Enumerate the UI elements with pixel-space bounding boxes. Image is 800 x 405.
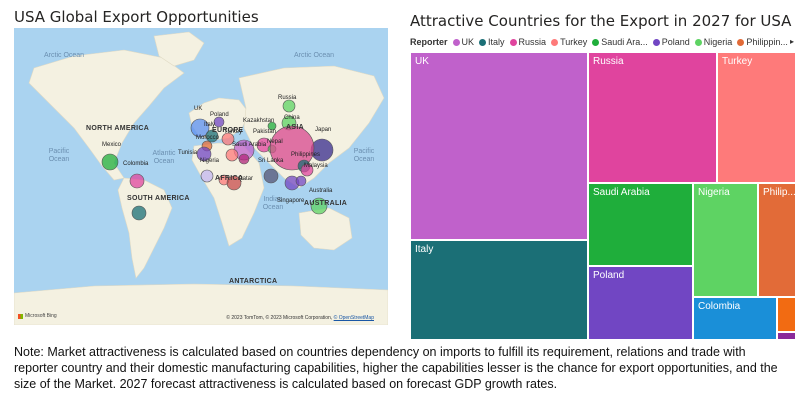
country-label-poland: Poland — [210, 112, 229, 118]
legend-dot-icon — [737, 38, 745, 46]
bubble-brazil — [131, 205, 147, 221]
bubble-italy — [205, 129, 219, 143]
region-africa: AFRICA — [215, 175, 244, 182]
map-title: USA Global Export Opportunities — [14, 8, 259, 26]
country-label-kazakhstan: Kazakhstan — [243, 118, 275, 124]
country-label-morocco: Morocco — [196, 135, 220, 141]
legend-dot-icon — [652, 38, 660, 46]
legend-dot-icon — [509, 38, 517, 46]
legend-label: Reporter — [410, 37, 448, 47]
treemap-cell-small-1[interactable] — [777, 297, 796, 332]
treemap: UK Italy Russia Turkey Saudi Arabia Pola… — [410, 52, 796, 340]
treemap-cell-turkey[interactable]: Turkey — [717, 52, 796, 183]
country-label-china: China — [284, 115, 300, 121]
bubble-layer — [101, 99, 334, 221]
ocean-label-pacific-right: Pacific Ocean — [353, 148, 375, 163]
treemap-cell-poland[interactable]: Poland — [588, 266, 693, 340]
land-australia — [298, 207, 353, 251]
treemap-legend: Reporter UK Italy Russia Turkey Saudi Ar… — [410, 35, 796, 49]
region-north-america: NORTH AMERICA — [86, 125, 150, 132]
legend-item-philippines[interactable]: Philippin... — [737, 37, 788, 47]
bubble-nigeria — [200, 169, 214, 183]
bubble-mid-east-2 — [225, 148, 239, 162]
country-label-philippines: Philippines — [291, 152, 321, 158]
region-europe: EUROPE — [212, 127, 244, 134]
treemap-cell-saudi-arabia[interactable]: Saudi Arabia — [588, 183, 693, 266]
country-label-colombia: Colombia — [123, 161, 149, 167]
ocean-label-arctic-right: Arctic Ocean — [294, 52, 335, 59]
legend-item-saudi-arabia[interactable]: Saudi Ara... — [592, 37, 648, 47]
treemap-cell-russia[interactable]: Russia — [588, 52, 717, 183]
treemap-cell-small-2[interactable] — [777, 332, 796, 340]
country-label-sri-lanka: Sri Lanka — [258, 158, 284, 164]
bubble-mexico — [101, 153, 119, 171]
openstreetmap-link[interactable]: © OpenStreetMap — [333, 315, 374, 321]
legend-item-nigeria[interactable]: Nigeria — [694, 37, 732, 47]
ocean-label-indian: Indian Ocean — [262, 196, 284, 211]
treemap-cell-italy[interactable]: Italy — [410, 240, 588, 340]
land-antarctica — [14, 283, 388, 325]
bubble-colombia — [129, 173, 145, 189]
bubble-australia — [310, 197, 328, 215]
country-label-japan: Japan — [315, 127, 332, 133]
microsoft-logo-icon — [18, 313, 23, 319]
treemap-cell-nigeria[interactable]: Nigeria — [693, 183, 758, 297]
legend-dot-icon — [479, 38, 487, 46]
map-land-layer — [14, 31, 388, 325]
ocean-label-arctic-left: Arctic Ocean — [44, 52, 85, 59]
bing-logo: Microsoft Bing — [18, 313, 57, 319]
country-label-nepal: Nepal — [267, 139, 283, 145]
legend-item-italy[interactable]: Italy — [479, 37, 505, 47]
country-label-australia: Australia — [309, 188, 333, 194]
country-label-pakistan: Pakistan — [253, 129, 277, 135]
bubble-poland — [213, 116, 225, 128]
bubble-mid-east-3 — [238, 153, 250, 165]
country-label-qatar: Qatar — [238, 176, 254, 182]
footnote: Note: Market attractiveness is calculate… — [14, 345, 778, 391]
treemap-cell-philippines[interactable]: Philip... — [758, 183, 796, 297]
bubble-kazakhstan — [267, 121, 277, 131]
country-label-turkey: Turkey — [224, 129, 243, 135]
legend-item-russia[interactable]: Russia — [509, 37, 546, 47]
ocean-label-pacific-left: Pacific Ocean — [48, 148, 70, 163]
legend-item-turkey[interactable]: Turkey — [551, 37, 587, 47]
country-label-mexico: Mexico — [102, 142, 122, 148]
ocean-label-atlantic: Atlantic Ocean — [152, 150, 176, 165]
bubble-uk — [190, 118, 210, 138]
legend-item-uk[interactable]: UK — [452, 37, 474, 47]
legend-dot-icon — [551, 38, 559, 46]
region-south-america: SOUTH AMERICA — [127, 195, 190, 202]
region-australia: AUSTRALIA — [304, 200, 348, 207]
country-label-saudi-arabia: Saudi Arabia — [232, 142, 267, 148]
treemap-cell-colombia[interactable]: Colombia — [693, 297, 777, 340]
country-label-russia: Russia — [278, 95, 297, 101]
land-south-america — [117, 177, 173, 279]
bubble-russia — [282, 99, 296, 113]
legend-next-caret-icon[interactable]: ▸ — [789, 37, 794, 46]
country-label-tunisia: Tunisia — [178, 150, 198, 156]
bubble-qatar — [226, 175, 242, 191]
bubble-sri-lanka — [263, 168, 279, 184]
bubble-tunisia — [196, 146, 212, 162]
country-label-singapore: Singapore — [277, 198, 305, 204]
bubble-malaysia-2 — [295, 175, 307, 187]
country-label-italy: Italy — [204, 122, 216, 128]
bubble-singapore — [300, 163, 314, 177]
country-label-uk: UK — [194, 106, 203, 112]
region-asia: ASIA — [286, 124, 304, 131]
country-label-malaysia: Malaysia — [304, 163, 328, 169]
country-label-nigeria: Nigeria — [200, 158, 220, 164]
map-copyright: © 2023 TomTom, © 2023 Microsoft Corporat… — [226, 315, 374, 321]
bubble-turkey — [221, 132, 235, 146]
bubble-asia-large — [269, 125, 315, 171]
land-greenland — [153, 31, 205, 67]
treemap-title: Attractive Countries for the Export in 2… — [410, 12, 792, 30]
legend-dot-icon — [452, 38, 460, 46]
legend-dot-icon — [592, 38, 600, 46]
legend-item-poland[interactable]: Poland — [652, 37, 690, 47]
legend-dot-icon — [694, 38, 702, 46]
region-antarctica: ANTARCTICA — [229, 278, 278, 285]
treemap-cell-uk[interactable]: UK — [410, 52, 588, 240]
world-map[interactable]: Arctic Ocean Arctic Ocean Pacific Ocean … — [14, 28, 388, 325]
